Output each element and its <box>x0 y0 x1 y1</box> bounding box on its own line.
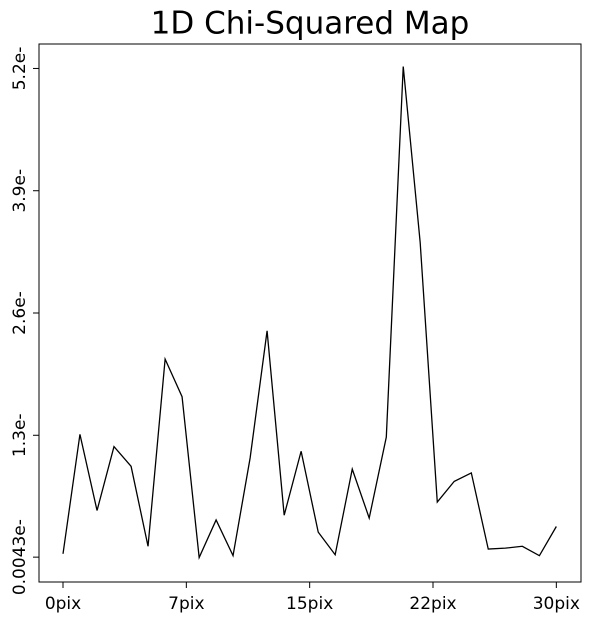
x-tick-label: 7pix <box>168 594 204 614</box>
x-tick-label: 0pix <box>45 594 81 614</box>
plot-frame <box>38 43 582 583</box>
y-tick-label: 3.9e- <box>10 169 30 213</box>
x-tick-label: 22pix <box>409 594 456 614</box>
y-tick-label: 0.0043e- <box>10 519 30 595</box>
y-tick-label: 5.2e- <box>10 47 30 91</box>
line <box>62 66 557 561</box>
y-tick-label: 2.6e- <box>10 291 30 335</box>
y-tick-label: 1.3e- <box>10 413 30 457</box>
x-tick-label: 30pix <box>533 594 580 614</box>
chart-title: 1D Chi-Squared Map <box>151 6 470 42</box>
x-tick-label: 15pix <box>286 594 333 614</box>
